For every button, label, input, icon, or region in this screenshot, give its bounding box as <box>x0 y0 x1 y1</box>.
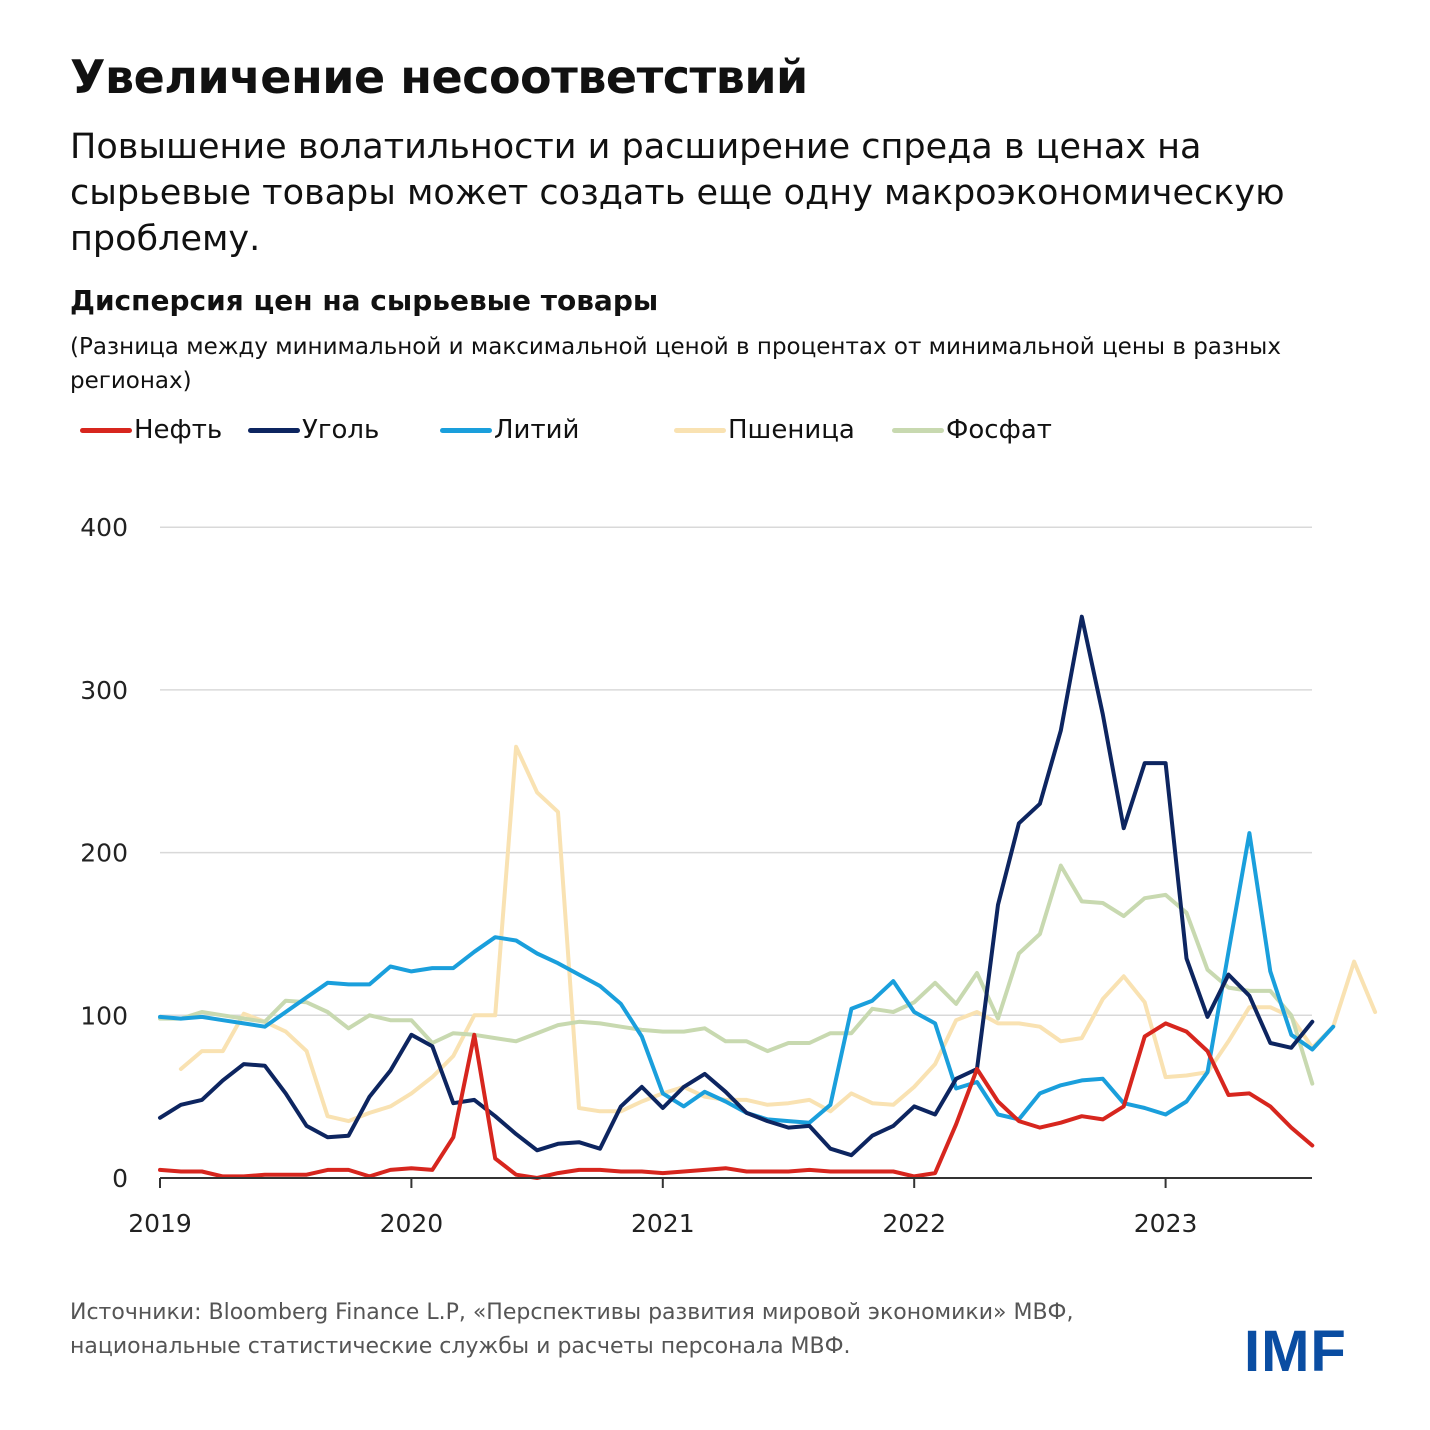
chart-axes: 0 100 200 300 400 2019 2020 2021 2022 2023 <box>80 513 1312 1238</box>
chart-legend: Нефть Уголь Литий Пшеница Фосфат <box>80 410 1180 450</box>
x-tick-label-2022: 2022 <box>882 1209 946 1238</box>
chart-title: Дисперсия цен на сырьевые товары <box>70 284 659 317</box>
series-line-4 <box>158 1021 1315 1180</box>
series-line-0 <box>178 744 1378 1124</box>
legend-label-lithium: Литий <box>494 415 580 445</box>
legend-label-oil: Нефть <box>134 415 223 445</box>
legend-label-coal: Уголь <box>302 415 380 445</box>
x-tick-label-2021: 2021 <box>631 1209 695 1238</box>
legend-swatch-wheat <box>674 427 726 433</box>
x-tick-label-2019: 2019 <box>128 1209 192 1238</box>
legend-item-lithium: Литий <box>440 410 579 450</box>
legend-item-oil: Нефть <box>80 410 222 450</box>
chart-series <box>158 614 1378 1180</box>
y-tick-label-200: 200 <box>80 839 128 868</box>
legend-swatch-oil <box>80 427 132 433</box>
chart-subtitle: (Разница между минимальной и максимально… <box>70 334 1281 394</box>
series-line-3 <box>158 614 1315 1158</box>
imf-logo: IMF <box>1244 1319 1347 1384</box>
x-tick-label-2023: 2023 <box>1134 1209 1198 1238</box>
legend-label-wheat: Пшеница <box>728 415 855 445</box>
legend-item-wheat: Пшеница <box>674 410 855 450</box>
source-note: Источники: Bloomberg Finance L.P, «Персп… <box>70 1300 1074 1359</box>
y-tick-label-300: 300 <box>80 676 128 705</box>
legend-swatch-coal <box>248 427 300 433</box>
page-title: Увеличение несоответствий <box>70 50 808 104</box>
page-subtitle: Повышение волатильности и расширение спр… <box>70 127 1285 259</box>
x-tick-label-2020: 2020 <box>380 1209 444 1238</box>
series-line-2 <box>158 831 1336 1125</box>
legend-swatch-phosphate <box>892 427 944 433</box>
chart-grid <box>160 526 1312 1017</box>
y-tick-label-0: 0 <box>112 1164 128 1193</box>
legend-item-phosphate: Фосфат <box>892 410 1052 450</box>
legend-swatch-lithium <box>440 427 492 433</box>
legend-label-phosphate: Фосфат <box>946 415 1052 445</box>
y-tick-label-100: 100 <box>80 1001 128 1030</box>
y-tick-label-400: 400 <box>80 513 128 542</box>
legend-item-coal: Уголь <box>248 410 379 450</box>
series-line-1 <box>158 863 1315 1086</box>
